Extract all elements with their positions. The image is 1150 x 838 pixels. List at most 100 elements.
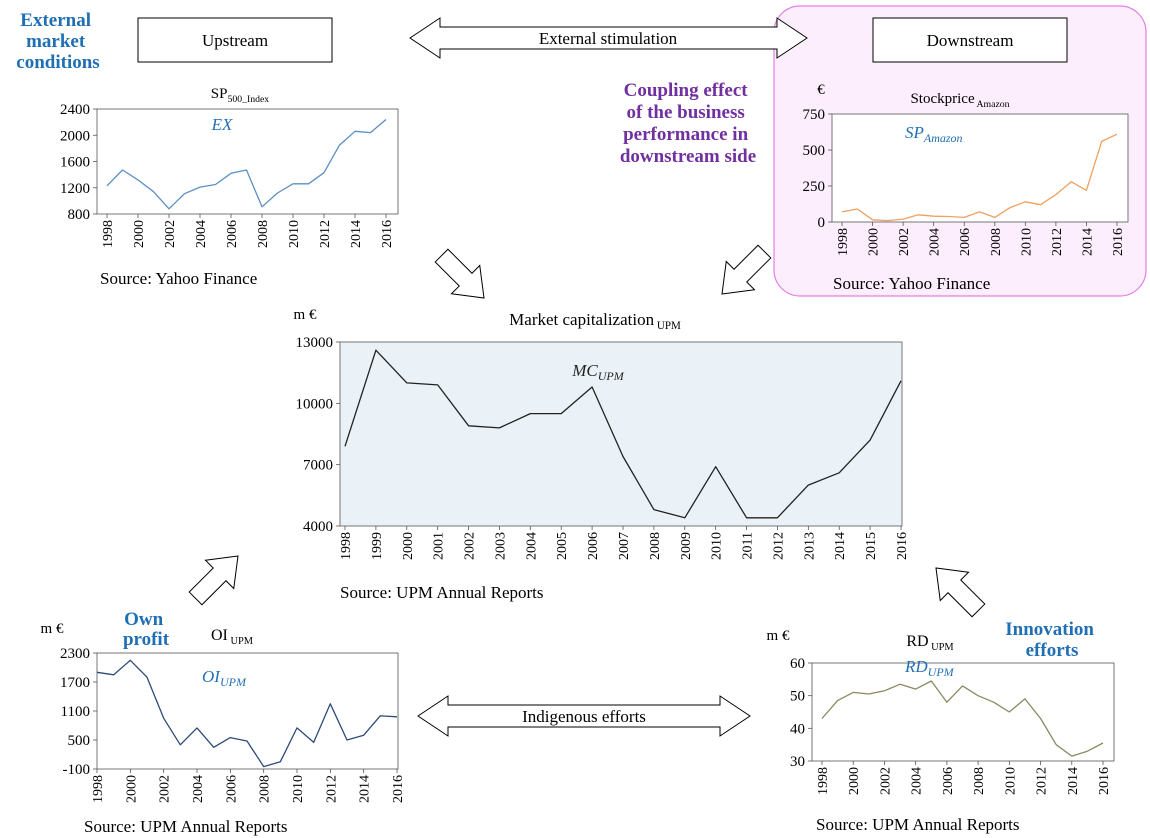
oi-chart: -100 500 1100 1700 2300 1998 2000 2002 2004 2006 2…	[41, 621, 406, 836]
y-tick-label: 13000	[296, 335, 334, 351]
series-line	[344, 349, 902, 519]
y-tick-label: 250	[803, 179, 826, 195]
x-tick-label: 2000	[867, 228, 882, 256]
x-tick-label: 2001	[432, 532, 447, 560]
y-tick-label: 2000	[60, 128, 90, 144]
x-tick-label: 2002	[163, 220, 178, 248]
y-tick-label: 1100	[61, 704, 90, 720]
x-tick-label: 2012	[771, 532, 786, 560]
x-tick-label: 2010	[710, 532, 725, 560]
series-annotation: SPAmazon	[905, 123, 963, 145]
x-tick-label: 2003	[493, 532, 508, 560]
upstream-box	[137, 17, 333, 63]
source-label: Source: Yahoo Finance	[100, 269, 257, 288]
x-tick-label: 2000	[124, 775, 139, 803]
plot-area	[96, 652, 399, 770]
x-tick-label: 1998	[101, 220, 116, 248]
x-tick-label: 2002	[878, 767, 893, 795]
x-tick-label: 2008	[258, 775, 273, 803]
x-tick-label: 2012	[1035, 767, 1050, 795]
external-stimulation-arrow	[409, 17, 808, 59]
chart-title: RD UPM	[906, 633, 953, 653]
x-tick-label: 2006	[958, 228, 973, 256]
y-tick-label: 1600	[60, 155, 90, 171]
y-tick-label: 500	[803, 143, 826, 159]
series-annotation: RDUPM	[904, 657, 955, 679]
source-label: Source: UPM Annual Reports	[84, 817, 288, 836]
x-tick-label: 2006	[941, 767, 956, 795]
arrow-rd-to-mc	[935, 567, 986, 618]
y-tick-label: 1700	[60, 675, 90, 691]
x-tick-label: 2012	[1050, 228, 1065, 256]
unit-label: m €	[41, 621, 64, 637]
y-tick-label: 7000	[303, 458, 333, 474]
y-tick-label: 30	[790, 754, 805, 770]
source-label: Source: UPM Annual Reports	[340, 583, 544, 602]
y-tick-label: 4000	[303, 519, 333, 535]
x-tick-label: 1998	[816, 767, 831, 795]
market-cap-chart: 4000 7000 10000 13000 1998 1999 2000 2001 2002 20…	[294, 307, 910, 602]
y-tick-label: 2400	[60, 102, 90, 118]
x-tick-label: 2005	[555, 532, 570, 560]
amazon-stockprice-chart: 0 250 500 750 1998 2000 2002 2004 2006 2008 2010 20…	[803, 82, 1129, 293]
arrow-upstream-to-mc	[434, 248, 485, 299]
unit-label: €	[817, 82, 825, 98]
source-label: Source: UPM Annual Reports	[816, 815, 1020, 834]
x-tick-label: 2012	[318, 220, 333, 248]
plot-area	[339, 341, 903, 527]
x-tick-label: 2014	[1066, 767, 1081, 795]
x-tick-label: 2006	[224, 775, 239, 803]
y-tick-label: 1200	[60, 181, 90, 197]
x-tick-label: 2010	[287, 220, 302, 248]
y-tick-label: 500	[68, 733, 91, 749]
x-tick-label: 2006	[586, 532, 601, 560]
y-tick-label: 2300	[60, 646, 90, 662]
x-tick-label: 2004	[928, 228, 943, 256]
chart-title: OI UPM	[211, 627, 253, 647]
chart-title: SP500_Index	[211, 86, 270, 105]
x-tick-label: 2000	[132, 220, 147, 248]
indigenous-efforts-arrow	[417, 695, 751, 737]
series-line	[821, 680, 1104, 757]
x-tick-label: 2014	[349, 220, 364, 248]
downstream-label: Downstream	[927, 31, 1014, 50]
unit-label: m €	[767, 628, 790, 644]
x-tick-label: 2008	[648, 532, 663, 560]
x-tick-label: 2008	[972, 767, 987, 795]
unit-label: m €	[294, 307, 317, 323]
y-tick-label: -100	[63, 762, 91, 778]
y-tick-label: 800	[68, 207, 91, 223]
arrow-oi-to-mc	[188, 555, 239, 606]
x-tick-label: 2004	[910, 767, 925, 795]
external-market-label: External market conditions	[16, 10, 99, 73]
y-tick-label: 0	[818, 215, 826, 231]
rd-chart: 30 40 50 60 1998 2000 2002 2004 2006 2008 2010 2012…	[767, 628, 1115, 834]
own-profit-label: Own profit	[123, 609, 170, 650]
x-tick-label: 2004	[191, 775, 206, 803]
x-tick-label: 2010	[1019, 228, 1034, 256]
x-tick-label: 1998	[91, 775, 106, 803]
series-annotation: MCUPM	[571, 361, 624, 383]
external-stimulation-label: External stimulation	[539, 29, 678, 48]
source-label: Source: Yahoo Finance	[833, 274, 990, 293]
x-tick-label: 2011	[741, 532, 756, 559]
x-tick-label: 2008	[256, 220, 271, 248]
downstream-box	[872, 17, 1068, 63]
y-tick-label: 10000	[296, 396, 334, 412]
x-tick-label: 2000	[401, 532, 416, 560]
plot-area	[96, 108, 399, 215]
x-tick-label: 2002	[463, 532, 478, 560]
y-tick-label: 60	[790, 656, 805, 672]
x-tick-label: 2016	[895, 532, 910, 560]
x-tick-label: 2014	[1080, 228, 1095, 256]
x-tick-label: 2004	[194, 220, 209, 248]
x-tick-label: 2016	[1097, 767, 1112, 795]
y-tick-label: 50	[790, 689, 805, 705]
x-tick-label: 2010	[1003, 767, 1018, 795]
x-tick-label: 2006	[225, 220, 240, 248]
x-tick-label: 2002	[158, 775, 173, 803]
x-tick-label: 2008	[989, 228, 1004, 256]
series-line	[841, 133, 1118, 222]
x-tick-label: 2013	[802, 532, 817, 560]
x-tick-label: 1999	[370, 532, 385, 560]
